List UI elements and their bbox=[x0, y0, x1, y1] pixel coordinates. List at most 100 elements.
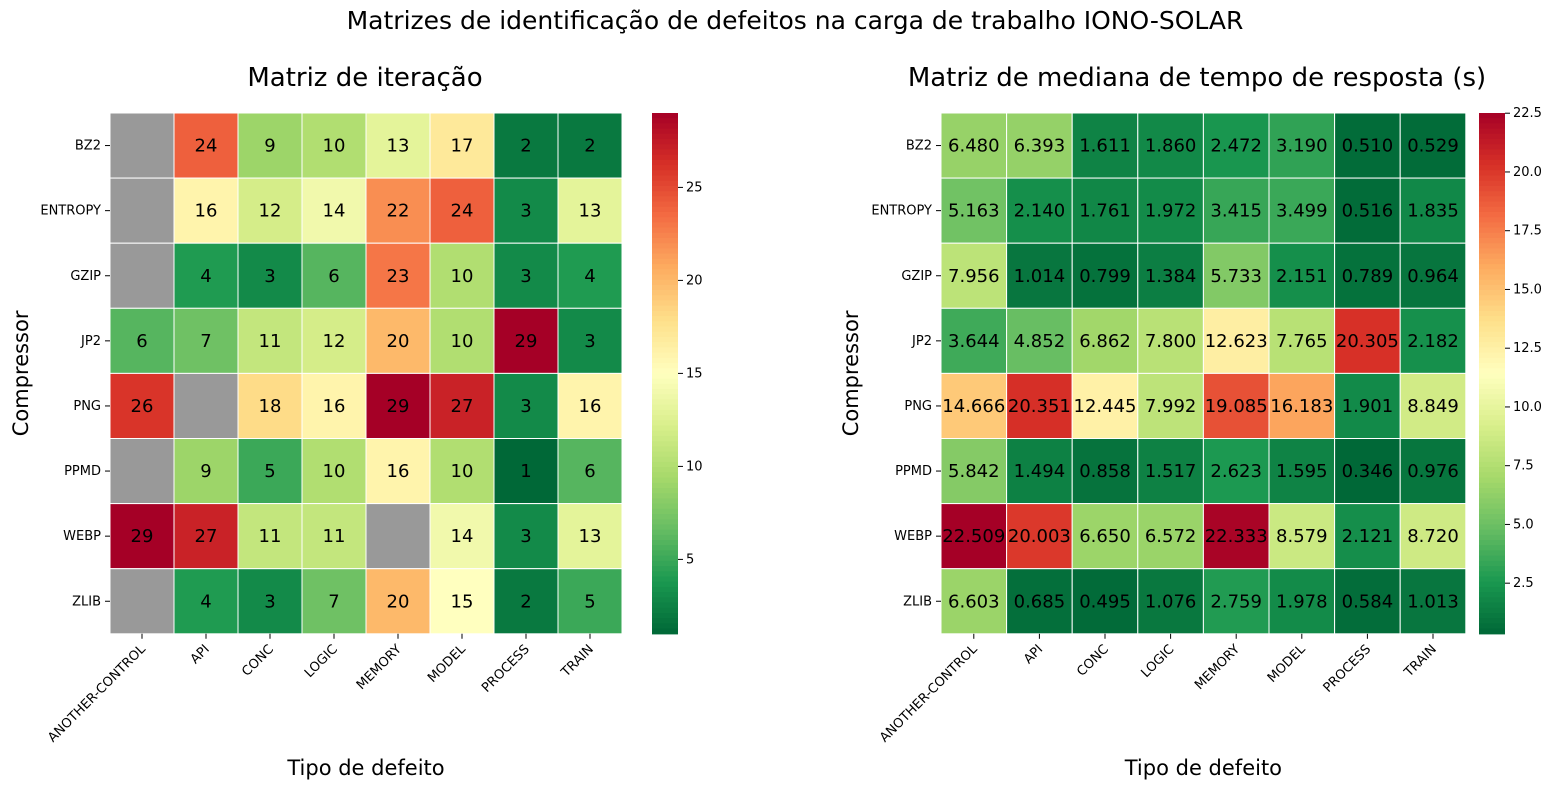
colorbar-segment bbox=[1479, 128, 1505, 135]
colorbar-segment bbox=[1479, 373, 1505, 380]
colorbar-segment bbox=[652, 295, 678, 302]
colorbar-segment bbox=[652, 508, 678, 515]
cell-value-label: 22 bbox=[387, 201, 410, 222]
heatmap-cell bbox=[1006, 568, 1073, 635]
colorbar-segment bbox=[1479, 503, 1505, 510]
colorbar-segment bbox=[1479, 243, 1505, 250]
heatmap-cell bbox=[237, 568, 303, 635]
colorbar-segment bbox=[652, 586, 678, 593]
colorbar-segment bbox=[1479, 472, 1505, 479]
colorbar-segment bbox=[652, 441, 678, 447]
colorbar-segment bbox=[652, 623, 678, 630]
cell-value-label: 16 bbox=[195, 201, 218, 222]
colorbar-segment bbox=[652, 357, 678, 364]
heatmap-cell bbox=[301, 177, 367, 244]
cell-value-label: 0.789 bbox=[1342, 266, 1394, 287]
colorbar-segment bbox=[1479, 352, 1505, 359]
heatmap-cell bbox=[940, 177, 1008, 244]
heatmap-cell bbox=[173, 372, 239, 439]
heatmap-cell bbox=[1334, 112, 1401, 179]
colorbar-segment bbox=[1479, 618, 1505, 624]
colorbar-segment bbox=[1479, 232, 1505, 239]
y-axis-label: Compressor bbox=[9, 310, 33, 436]
heatmap-cell bbox=[940, 503, 1008, 570]
heatmap-cell bbox=[1268, 503, 1336, 570]
colorbar-segment bbox=[1479, 295, 1505, 302]
cell-value-label: 13 bbox=[579, 201, 602, 222]
colorbar-segment bbox=[1479, 514, 1505, 520]
x-tick-label: API bbox=[188, 642, 213, 667]
x-tick-label: ANOTHER-CONTROL bbox=[45, 641, 149, 745]
heatmap-cell bbox=[1268, 568, 1336, 635]
heatmap-cell bbox=[1202, 438, 1270, 505]
heatmap-cell bbox=[1202, 568, 1270, 635]
cell-value-label: 24 bbox=[195, 136, 218, 157]
colorbar-segment bbox=[652, 519, 678, 526]
heatmap-cell bbox=[940, 242, 1008, 309]
colorbar-segment bbox=[652, 467, 678, 473]
cell-value-label: 26 bbox=[131, 396, 154, 417]
colorbar-segment bbox=[652, 274, 678, 281]
colorbar-segment bbox=[652, 159, 678, 166]
colorbar-segment bbox=[652, 237, 678, 244]
colorbar-segment bbox=[1479, 628, 1505, 635]
cell-value-label: 9 bbox=[264, 136, 275, 157]
cell-value-label: 1.494 bbox=[1014, 461, 1066, 482]
cell-value-label: 18 bbox=[259, 396, 282, 417]
heatmap-cell bbox=[365, 568, 431, 635]
colorbar-segment bbox=[1479, 123, 1505, 130]
colorbar-segment bbox=[652, 477, 678, 484]
colorbar-segment bbox=[1479, 430, 1505, 437]
heatmap-cell bbox=[429, 503, 495, 570]
colorbar-segment bbox=[652, 222, 678, 229]
cell-value-label: 6.650 bbox=[1079, 526, 1131, 547]
cell-value-label: 1.595 bbox=[1276, 461, 1328, 482]
cell-value-label: 2.759 bbox=[1210, 591, 1262, 612]
colorbar-segment bbox=[1479, 420, 1505, 427]
colorbar-segment bbox=[652, 118, 678, 125]
y-tick-label: ZLIB bbox=[72, 594, 101, 609]
heatmap-cell bbox=[1399, 112, 1467, 179]
x-axis-label: Tipo de defeito bbox=[1124, 756, 1282, 780]
colorbar-segment bbox=[652, 269, 678, 276]
colorbar-segment bbox=[1479, 144, 1505, 151]
cell-value-label: 0.346 bbox=[1342, 461, 1394, 482]
heatmap-cell bbox=[1006, 177, 1073, 244]
colorbar-segment bbox=[652, 196, 678, 203]
cell-value-label: 9 bbox=[200, 461, 211, 482]
cell-value-label: 1.013 bbox=[1407, 591, 1459, 612]
colorbar-segment bbox=[652, 383, 678, 390]
heatmap-cell bbox=[173, 177, 239, 244]
colorbar-segment bbox=[1479, 347, 1505, 354]
y-tick-label: WEBP bbox=[894, 529, 932, 544]
cell-value-label: 0.799 bbox=[1079, 266, 1131, 287]
colorbar-segment bbox=[652, 165, 678, 171]
heatmap-cell bbox=[1268, 372, 1336, 439]
cell-value-label: 12 bbox=[323, 331, 346, 352]
colorbar-segment bbox=[1479, 217, 1505, 223]
colorbar-segment bbox=[652, 191, 678, 197]
colorbar-segment bbox=[1479, 576, 1505, 583]
colorbar-segment bbox=[652, 300, 678, 307]
colorbar-segment bbox=[652, 456, 678, 463]
y-tick-label: WEBP bbox=[63, 529, 101, 544]
colorbar-segment bbox=[1479, 206, 1505, 213]
colorbar-segment bbox=[1479, 529, 1505, 536]
colorbar-segment bbox=[1479, 451, 1505, 458]
cell-value-label: 20 bbox=[387, 591, 410, 612]
cell-value-label: 5 bbox=[584, 591, 595, 612]
heatmap-cell bbox=[109, 568, 175, 635]
cell-value-label: 2.140 bbox=[1014, 201, 1066, 222]
x-tick-label: PROCESS bbox=[479, 642, 533, 696]
colorbar-segment bbox=[1479, 222, 1505, 229]
cell-value-label: 23 bbox=[387, 266, 410, 287]
y-tick-label: PPMD bbox=[895, 464, 932, 479]
heatmap-cell bbox=[173, 307, 239, 374]
heatmap-cell bbox=[237, 438, 303, 505]
cell-value-label: 3.644 bbox=[948, 331, 1000, 352]
colorbar-segment bbox=[1479, 227, 1505, 234]
colorbar-segment bbox=[1479, 446, 1505, 453]
cell-value-label: 5.842 bbox=[948, 461, 1000, 482]
cell-value-label: 5 bbox=[264, 461, 275, 482]
